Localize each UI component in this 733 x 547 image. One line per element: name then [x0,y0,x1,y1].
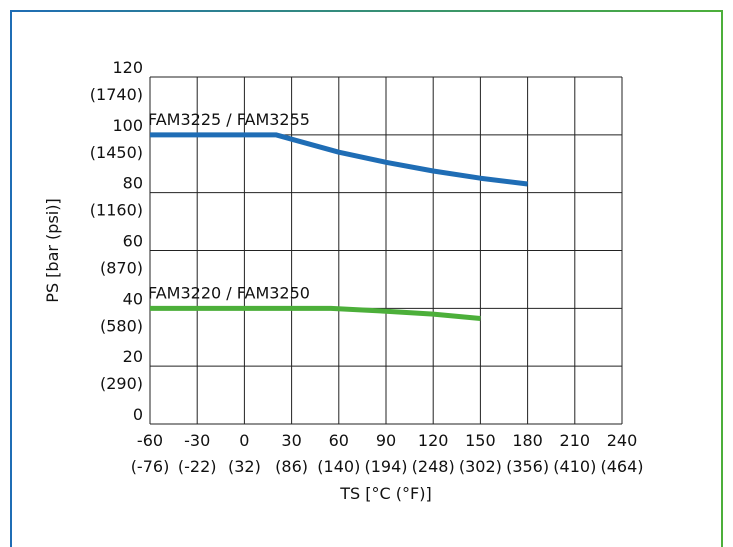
y-tick-label: 20 [123,347,143,366]
x-tick-sublabel: (-22) [178,457,217,476]
x-tick-label: 240 [607,431,638,450]
y-axis-ticks: 0 20 (290) 40 (580) 60 (870) 80 (1160) 100 (1450) 1… [90,58,143,424]
y-tick-sublabel: (1450) [90,143,143,162]
y-tick-sublabel: (580) [100,316,143,335]
x-tick-sublabel: (464) [600,457,643,476]
x-tick-label: -30 [184,431,210,450]
x-tick-sublabel: (140) [317,457,360,476]
x-axis-title: TS [°C (°F)] [339,484,431,503]
series-line-2 [150,305,481,321]
y-tick-sublabel: (1740) [90,85,143,104]
x-axis-ticks: -60 (-76) -30 (-22) 0 (32) 30 (86) 60 (140) 90 (194… [131,431,644,476]
y-tick-sublabel: (1160) [90,201,143,220]
grid [149,76,623,425]
y-tick-sublabel: (290) [100,374,143,393]
series-label-1: FAM3225 / FAM3255 [148,110,310,129]
series-line-1 [150,132,528,187]
y-tick-label: 100 [112,116,143,135]
y-tick-label: 0 [133,405,143,424]
x-tick-sublabel: (356) [506,457,549,476]
series-label-2: FAM3220 / FAM3250 [148,283,310,302]
frame-border [10,10,723,547]
y-tick-label: 80 [123,174,143,193]
x-tick-label: 60 [329,431,349,450]
x-tick-sublabel: (410) [553,457,596,476]
x-tick-label: 150 [465,431,496,450]
x-tick-label: 0 [239,431,249,450]
y-tick-sublabel: (870) [100,259,143,278]
y-tick-label: 40 [123,289,143,308]
x-tick-sublabel: (32) [228,457,261,476]
series-layer: FAM3225 / FAM3255 FAM3220 / FAM3250 [148,110,528,321]
x-tick-sublabel: (302) [459,457,502,476]
y-tick-label: 120 [112,58,143,77]
y-axis-title: PS [bar (psi)] [43,198,62,302]
x-tick-label: 120 [418,431,449,450]
x-tick-label: 30 [281,431,301,450]
x-tick-label: 210 [560,431,591,450]
x-tick-label: 180 [512,431,543,450]
x-tick-label: 90 [376,431,396,450]
x-tick-sublabel: (248) [412,457,455,476]
y-tick-label: 60 [123,232,143,251]
x-tick-sublabel: (-76) [131,457,170,476]
x-tick-sublabel: (194) [364,457,407,476]
x-tick-sublabel: (86) [275,457,308,476]
x-tick-label: -60 [137,431,163,450]
